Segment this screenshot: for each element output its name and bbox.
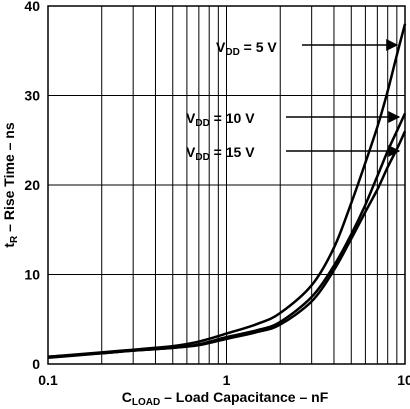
grid <box>47 5 406 365</box>
y-tick-label: 0 <box>32 356 40 372</box>
y-tick-label: 20 <box>24 177 40 193</box>
vdd-label: VDD = 5 V <box>216 39 277 58</box>
y-tick-label: 10 <box>24 267 40 283</box>
x-axis-title: CLOAD – Load Capacitance – nF <box>122 389 329 408</box>
y-axis-title: tR – Rise Time – ns <box>1 122 20 247</box>
x-tick-label: 10 <box>397 372 410 388</box>
vdd-label: VDD = 15 V <box>186 144 255 163</box>
y-tick-label: 40 <box>24 0 40 14</box>
series-group <box>47 23 407 359</box>
series-line <box>47 23 407 359</box>
series-line <box>47 130 407 359</box>
tick-labels: 0 10 20 30 40 0.1 1 10 <box>24 0 410 388</box>
y-tick-label: 30 <box>24 88 40 104</box>
plot-frame <box>47 5 406 365</box>
x-tick-label: 1 <box>223 372 231 388</box>
vdd-label: VDD = 10 V <box>186 110 255 129</box>
x-tick-label: 0.1 <box>38 372 58 388</box>
annotations: VDD = 5 V VDD = 10 V VDD = 15 V <box>186 39 401 163</box>
